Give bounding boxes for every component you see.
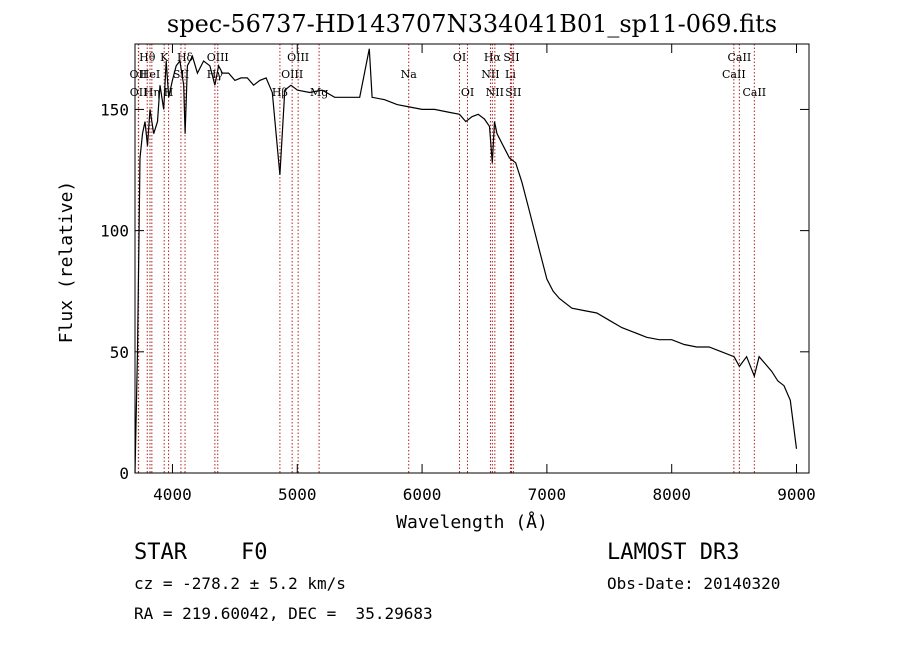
marker-label-3: HeI (140, 68, 160, 81)
marker-label-21: SII (503, 51, 519, 64)
x-tick-label-6000: 6000 (403, 485, 442, 504)
marker-label-20: NII (486, 86, 504, 99)
marker-label-4: Hη (144, 86, 160, 99)
y-tick-label-150: 150 (100, 100, 129, 119)
marker-label-12: OIII (287, 51, 309, 64)
marker-label-9: OIII (207, 51, 229, 64)
spectral-subclass: F0 (241, 540, 268, 565)
marker-label-15: Na (401, 68, 418, 81)
spectrum-line-group (134, 48, 798, 474)
marker-label-24: CaII (728, 51, 752, 64)
marker-label-25: CaII (722, 68, 746, 81)
marker-label-13: OIII (281, 68, 303, 81)
marker-label-14: Mg (310, 86, 328, 99)
marker-label-11: Hβ (272, 86, 288, 99)
x-tick-label-8000: 8000 (652, 485, 691, 504)
y-axis: 0 50 100 150 (100, 100, 809, 483)
y-tick-label-50: 50 (110, 343, 129, 362)
marker-label-0: Hθ (139, 51, 156, 64)
marker-label-5: K (160, 51, 169, 64)
survey-label: LAMOST DR3 (607, 540, 740, 565)
marker-label-2: OII (130, 86, 148, 99)
marker-label-26: CaII (742, 86, 766, 99)
redshift-readout: cz = -278.2 ± 5.2 km/s (134, 574, 346, 593)
marker-label-1: OII (130, 68, 148, 81)
x-axis: 4000 5000 6000 7000 8000 9000 (153, 44, 816, 504)
marker-label-22: Li (505, 68, 516, 81)
x-tick-label-7000: 7000 (528, 485, 567, 504)
spectrum-line (134, 48, 798, 474)
object-class: STAR (134, 540, 187, 565)
marker-label-16: OI (453, 51, 466, 64)
plot-frame (134, 43, 810, 474)
x-tick-label-4000: 4000 (153, 485, 192, 504)
coordinates: RA = 219.60042, DEC = 35.29683 (134, 604, 433, 623)
y-tick-label-100: 100 (100, 222, 129, 241)
marker-label-17: OI (461, 86, 474, 99)
x-tick-label-9000: 9000 (777, 485, 816, 504)
marker-label-6: SII (173, 68, 189, 81)
marker-label-23: SII (505, 86, 521, 99)
y-tick-label-0: 0 (119, 464, 129, 483)
marker-label-19: NII (481, 68, 499, 81)
x-tick-label-5000: 5000 (278, 485, 317, 504)
marker-label-18: Hα (484, 51, 502, 64)
obs-date: Obs-Date: 20140320 (607, 574, 781, 593)
y-axis-label: Flux (relative) (56, 181, 77, 344)
x-axis-label: Wavelength (Å) (396, 511, 548, 533)
chart-title: spec-56737-HD143707N334041B01_sp11-069.f… (167, 10, 777, 38)
